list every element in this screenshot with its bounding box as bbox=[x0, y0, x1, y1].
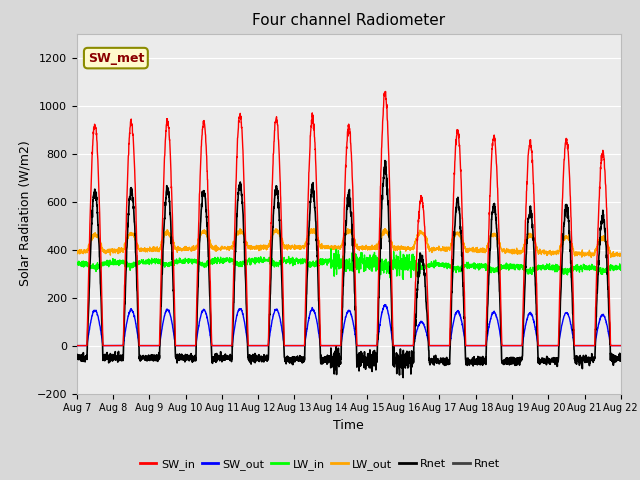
SW_in bbox=[607, 331, 614, 336]
SW_out bbox=[167, 315, 175, 321]
LW_in bbox=[135, 259, 143, 265]
SW_in bbox=[282, 343, 289, 348]
SW_out bbox=[548, 343, 556, 348]
Rnet bbox=[617, 356, 625, 361]
LW_in bbox=[282, 258, 289, 264]
SW_in bbox=[305, 168, 313, 174]
Rnet bbox=[167, 230, 175, 236]
LW_in bbox=[305, 263, 313, 268]
SW_in bbox=[135, 329, 143, 335]
LW_in bbox=[327, 246, 335, 252]
Rnet bbox=[73, 355, 81, 361]
LW_in bbox=[607, 268, 614, 274]
Legend: SW_in, SW_out, LW_in, LW_out, Rnet, Rnet: SW_in, SW_out, LW_in, LW_out, Rnet, Rnet bbox=[135, 455, 505, 474]
LW_in bbox=[617, 264, 625, 270]
Y-axis label: Solar Radiation (W/m2): Solar Radiation (W/m2) bbox=[18, 141, 31, 287]
SW_in bbox=[167, 177, 175, 182]
SW_in bbox=[548, 343, 556, 348]
LW_in bbox=[167, 260, 175, 266]
Rnet bbox=[607, 358, 614, 363]
LW_out bbox=[167, 234, 175, 240]
LW_out bbox=[73, 250, 81, 256]
Rnet bbox=[135, 344, 143, 349]
SW_out bbox=[305, 315, 313, 321]
LW_in bbox=[548, 264, 556, 270]
LW_out bbox=[305, 232, 313, 238]
SW_out bbox=[617, 343, 625, 348]
LW_out bbox=[617, 252, 625, 258]
Line: LW_out: LW_out bbox=[77, 228, 621, 257]
Rnet bbox=[399, 375, 407, 381]
SW_out bbox=[73, 343, 81, 348]
Text: SW_met: SW_met bbox=[88, 51, 144, 65]
SW_in bbox=[73, 343, 81, 348]
SW_in bbox=[617, 343, 625, 348]
Rnet bbox=[548, 357, 556, 363]
SW_out bbox=[282, 343, 289, 348]
LW_out bbox=[607, 254, 614, 260]
LW_out bbox=[310, 226, 317, 231]
LW_out bbox=[135, 246, 143, 252]
LW_out bbox=[548, 249, 556, 255]
Line: LW_in: LW_in bbox=[77, 249, 621, 279]
SW_out bbox=[607, 341, 614, 347]
Title: Four channel Radiometer: Four channel Radiometer bbox=[252, 13, 445, 28]
LW_in bbox=[73, 261, 81, 267]
Rnet bbox=[282, 355, 289, 360]
SW_out bbox=[382, 302, 390, 308]
X-axis label: Time: Time bbox=[333, 419, 364, 432]
Rnet bbox=[305, 225, 313, 231]
LW_in bbox=[399, 276, 407, 282]
Line: Rnet: Rnet bbox=[77, 161, 621, 378]
SW_out bbox=[135, 341, 143, 347]
SW_in bbox=[381, 89, 389, 95]
LW_out bbox=[282, 245, 289, 251]
Line: SW_out: SW_out bbox=[77, 305, 621, 346]
LW_out bbox=[607, 250, 614, 256]
Rnet bbox=[381, 158, 389, 164]
Line: SW_in: SW_in bbox=[77, 92, 621, 346]
